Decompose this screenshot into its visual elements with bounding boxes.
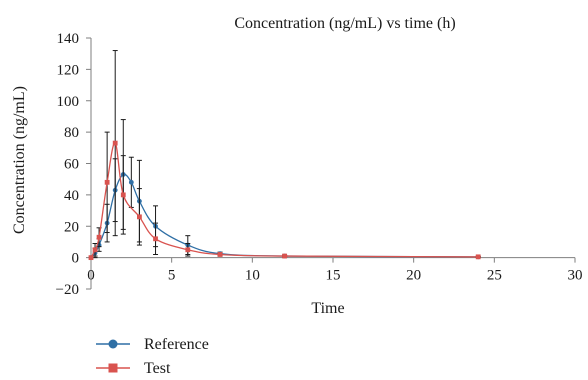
- legend-marker-test: [108, 363, 118, 373]
- test-point: [137, 214, 142, 220]
- legend-label-test: Test: [144, 360, 171, 377]
- test-point: [217, 252, 223, 257]
- test-point: [88, 255, 94, 261]
- test-point: [104, 179, 110, 185]
- y-tick-label: −20: [56, 282, 79, 298]
- x-axis-title: Time: [311, 300, 344, 317]
- y-tick-label: 80: [64, 125, 79, 141]
- y-tick-label: 120: [57, 62, 80, 78]
- test-point: [185, 247, 191, 253]
- legend-marker-reference: [108, 339, 118, 349]
- y-axis-title: Concentration (ng/mL): [11, 86, 28, 234]
- y-tick-label: 60: [64, 157, 79, 173]
- chart-title: Concentration (ng/mL) vs time (h): [234, 15, 455, 32]
- reference-series-line: [90, 173, 479, 259]
- y-tick-label: 100: [57, 94, 80, 110]
- x-tick-label: 20: [406, 268, 421, 284]
- y-tick-label: 40: [64, 188, 79, 204]
- test-point: [92, 247, 98, 253]
- test-point: [96, 234, 102, 240]
- x-tick-label: 5: [168, 268, 176, 284]
- test-point: [112, 140, 118, 146]
- test-series-line: [90, 142, 479, 258]
- test-point: [120, 192, 126, 198]
- x-tick-label: 25: [487, 268, 502, 284]
- x-tick-label: 10: [245, 268, 260, 284]
- x-tick-label: 0: [87, 268, 95, 284]
- test-point: [475, 254, 481, 260]
- legend-label-reference: Reference: [144, 336, 209, 353]
- y-tick-label: 140: [57, 31, 80, 47]
- test-point: [282, 253, 287, 259]
- x-tick-label: 30: [568, 268, 583, 284]
- y-tick-label: 20: [64, 219, 79, 235]
- reference-point: [128, 179, 134, 185]
- test-point: [153, 236, 158, 242]
- y-tick-label: 0: [72, 251, 80, 267]
- x-tick-label: 15: [326, 268, 341, 284]
